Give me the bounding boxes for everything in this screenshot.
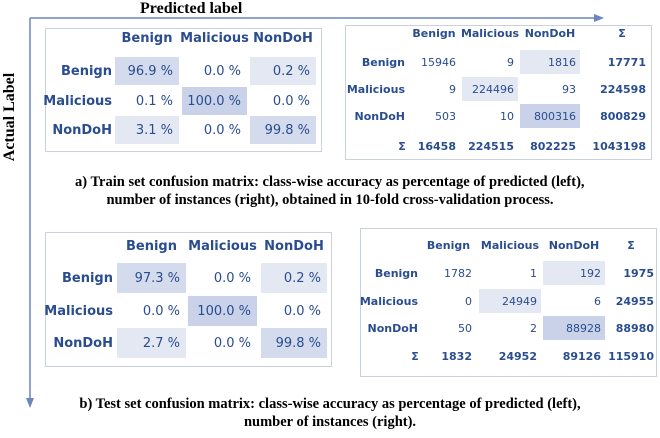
column-header: Σ	[627, 238, 635, 252]
total-cell: 1043198	[592, 139, 646, 153]
total-cell: 115910	[608, 349, 654, 363]
count-cell: 93	[520, 77, 580, 101]
total-cell: 800829	[600, 109, 646, 123]
total-cell: 1975	[623, 266, 654, 280]
column-header: Σ	[618, 26, 626, 40]
count-cell: 1816	[520, 50, 580, 74]
matrix-cell: 97.3 %	[117, 263, 186, 293]
row-label: NonDoH	[367, 321, 419, 335]
count-cell: 0	[421, 289, 476, 313]
matrix-cell: 0.0 %	[117, 296, 186, 326]
matrix-cell: 0.0 %	[250, 87, 316, 115]
matrix-cell: 99.8 %	[250, 116, 316, 144]
count-cell: 224515	[462, 134, 518, 158]
matrix-cell: 100.0 %	[188, 296, 257, 326]
row-label: Benign	[62, 270, 113, 286]
matrix-cell: 0.0 %	[188, 328, 257, 358]
caption-line: number of instances (right).	[243, 414, 417, 430]
count-cell: 1832	[421, 344, 476, 368]
column-header: Benign	[126, 238, 177, 254]
row-label: Malicious	[346, 82, 405, 96]
count-cell: 9	[462, 50, 518, 74]
count-cell: 802225	[520, 134, 580, 158]
caption-line: b) Test set confusion matrix: class-wise…	[79, 396, 581, 412]
column-header: Benign	[426, 238, 471, 252]
row-label: NonDoH	[52, 122, 112, 138]
column-header: Malicious	[188, 238, 257, 254]
row-label: NonDoH	[354, 109, 406, 123]
actual-label: Actual Label	[1, 72, 19, 162]
row-label: Malicious	[43, 93, 112, 109]
matrix-cell: 0.2 %	[250, 57, 316, 85]
matrix-cell: 100.0 %	[182, 87, 247, 115]
count-cell: 2	[479, 316, 541, 340]
count-cell: 10	[462, 104, 518, 128]
caption-line: a) Train set confusion matrix: class-wis…	[75, 174, 585, 190]
column-header: NonDoH	[264, 238, 324, 254]
matrix-cell: 0.0 %	[182, 116, 247, 144]
column-header: Malicious	[460, 26, 520, 40]
count-cell: 503	[408, 104, 460, 128]
row-label: Benign	[374, 266, 418, 280]
count-cell: 1	[479, 261, 541, 285]
matrix-cell: 0.2 %	[261, 263, 327, 293]
matrix-cell: 3.1 %	[115, 116, 179, 144]
matrix-cell: 99.8 %	[261, 328, 327, 358]
matrix-cell: 0.0 %	[182, 57, 247, 85]
row-label: Σ	[398, 139, 406, 153]
matrix-cell: 0.0 %	[261, 296, 327, 326]
column-header: Malicious	[480, 238, 540, 252]
column-header: Malicious	[180, 30, 249, 46]
row-label: Σ	[411, 349, 419, 363]
total-cell: 24955	[615, 294, 654, 308]
matrix-cell: 0.1 %	[115, 87, 179, 115]
predicted-label: Predicted label	[140, 0, 243, 17]
row-label: Malicious	[44, 303, 113, 319]
matrix-cell: 0.0 %	[188, 263, 257, 293]
row-label: Benign	[361, 55, 405, 69]
count-cell: 89126	[543, 344, 605, 368]
count-cell: 50	[421, 316, 476, 340]
count-cell: 6	[543, 289, 605, 313]
row-label: Benign	[61, 63, 112, 79]
total-cell: 88980	[615, 321, 654, 335]
count-cell: 800316	[520, 104, 580, 128]
count-cell: 15946	[408, 50, 460, 74]
caption-line: number of instances (right), obtained in…	[106, 192, 554, 208]
count-cell: 24949	[479, 289, 541, 313]
count-cell: 88928	[543, 316, 605, 340]
matrix-cell: 2.7 %	[117, 328, 186, 358]
column-header: NonDoH	[253, 30, 313, 46]
count-cell: 24952	[479, 344, 541, 368]
count-cell: 224496	[462, 77, 518, 101]
row-label: NonDoH	[53, 335, 113, 351]
column-header: NonDoH	[524, 26, 576, 40]
count-cell: 192	[543, 261, 605, 285]
column-header: NonDoH	[548, 238, 600, 252]
matrix-cell: 96.9 %	[115, 57, 179, 85]
row-label: Malicious	[359, 294, 418, 308]
count-cell: 16458	[408, 134, 460, 158]
column-header: Benign	[412, 26, 456, 40]
count-cell: 1782	[421, 261, 476, 285]
total-cell: 224598	[600, 82, 646, 96]
column-header: Benign	[121, 30, 173, 46]
count-cell: 9	[408, 77, 460, 101]
total-cell: 17771	[607, 55, 646, 69]
